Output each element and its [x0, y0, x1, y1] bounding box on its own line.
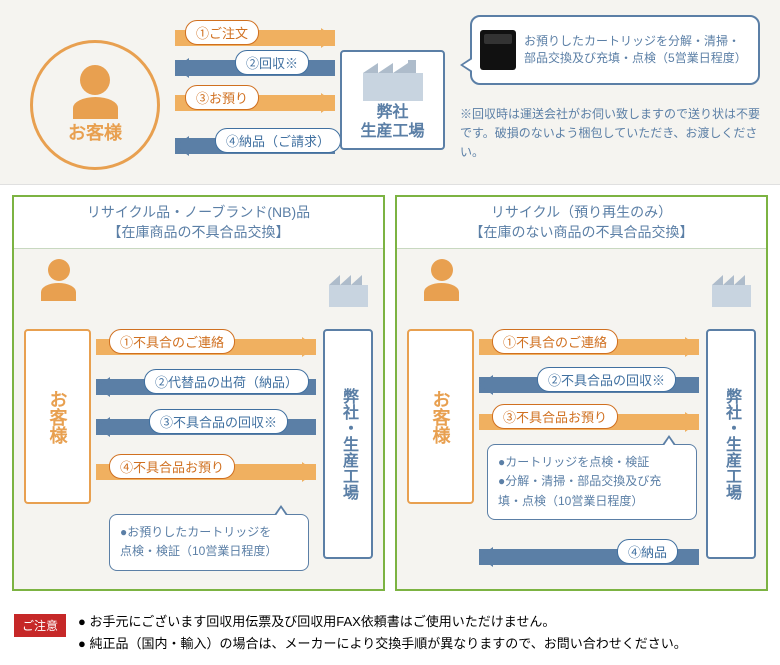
- mini-factory-box-r: 弊社・生産工場: [706, 329, 756, 559]
- p1-callout: ●お預りしたカートリッジを 点検・検証（10営業日程度）: [109, 514, 309, 570]
- customer-label: お客様: [68, 119, 122, 145]
- top-flow: お客様 ①ご注文 ②回収※ ③お預り ④納品（ご請求） 弊社生産工場 お預りした…: [0, 0, 780, 185]
- mini-customer-box: お客様: [24, 329, 91, 504]
- badge-step2: ②回収※: [235, 50, 309, 75]
- panel-right-body: お客様 弊社・生産工場 ①不具合のご連絡 ②不具合品の回収※ ③不具合品お預り …: [397, 249, 766, 589]
- person-icon: [80, 65, 110, 95]
- notice-bar: ご注意 ● お手元にございます回収用伝票及び回収用FAX依頼書はご使用いただけま…: [0, 601, 780, 665]
- p2-badge1: ①不具合のご連絡: [492, 329, 618, 354]
- badge-step3: ③お預り: [185, 85, 259, 110]
- p2-badge3: ③不具合品お預り: [492, 404, 618, 429]
- notice-text: ● お手元にございます回収用伝票及び回収用FAX依頼書はご使用いただけません。 …: [78, 611, 687, 655]
- panels-row: リサイクル品・ノーブランド(NB)品 【在庫商品の不具合品交換】 お客様 弊社・…: [0, 185, 780, 601]
- mini-customer-box-r: お客様: [407, 329, 474, 504]
- p2-badge4: ④納品: [617, 539, 678, 564]
- p1-badge4: ④不具合品お預り: [109, 454, 235, 479]
- panel-right-header: リサイクル（預り再生のみ） 【在庫のない商品の不具合品交換】: [397, 197, 766, 249]
- mini-person-icon: [36, 259, 81, 319]
- p2-badge2: ②不具合品の回収※: [537, 367, 676, 392]
- panel-right: リサイクル（預り再生のみ） 【在庫のない商品の不具合品交換】 お客様 弊社・生産…: [395, 195, 768, 591]
- factory-box: 弊社生産工場: [340, 50, 445, 150]
- notice-label: ご注意: [14, 614, 66, 637]
- cartridge-callout-text: お預りしたカートリッジを分解・清掃・部品交換及び充填・点検（5営業日程度）: [524, 33, 750, 67]
- customer-circle: お客様: [30, 40, 160, 170]
- p1-badge2: ②代替品の出荷（納品）: [144, 369, 309, 394]
- mini-factory-box: 弊社・生産工場: [323, 329, 373, 559]
- badge-step1: ①ご注文: [185, 20, 259, 45]
- mini-factory-icon: [326, 267, 371, 312]
- person-body-icon: [73, 97, 118, 119]
- p1-badge1: ①不具合のご連絡: [109, 329, 235, 354]
- p1-badge3: ③不具合品の回収※: [149, 409, 288, 434]
- cartridge-icon: [480, 30, 516, 70]
- factory-icon: [358, 58, 428, 103]
- mini-factory-icon-r: [709, 267, 754, 312]
- mini-person-icon-r: [419, 259, 464, 319]
- factory-label: 弊社生産工場: [360, 103, 424, 141]
- panel-left-header: リサイクル品・ノーブランド(NB)品 【在庫商品の不具合品交換】: [14, 197, 383, 249]
- pickup-note: ※回収時は運送会社がお伺い致しますので送り状は不要です。破損のないよう梱包してい…: [460, 105, 760, 163]
- cartridge-callout: お預りしたカートリッジを分解・清掃・部品交換及び充填・点検（5営業日程度）: [470, 15, 760, 85]
- badge-step4: ④納品（ご請求）: [215, 128, 341, 153]
- panel-left-body: お客様 弊社・生産工場 ①不具合のご連絡 ②代替品の出荷（納品） ③不具合品の回…: [14, 249, 383, 589]
- panel-left: リサイクル品・ノーブランド(NB)品 【在庫商品の不具合品交換】 お客様 弊社・…: [12, 195, 385, 591]
- p2-callout: ●カートリッジを点検・検証 ●分解・清掃・部品交換及び充 填・点検（10営業日程…: [487, 444, 697, 520]
